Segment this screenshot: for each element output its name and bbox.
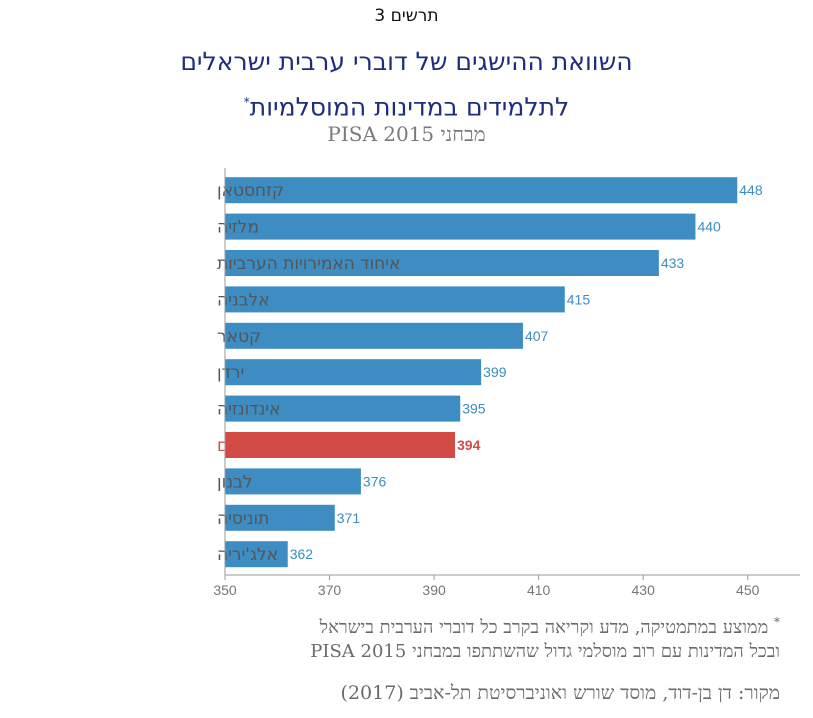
chart-title: השוואת ההישגים של דוברי ערבית ישראלים לת… — [0, 42, 813, 127]
category-label: דוברי ערבית ישראלים — [217, 436, 372, 456]
bar — [225, 213, 696, 240]
bar — [225, 322, 523, 349]
data-label: 448 — [739, 182, 763, 198]
category-label: אלג'יריה — [217, 545, 278, 565]
bar — [225, 504, 335, 531]
data-label: 362 — [290, 546, 314, 562]
bar — [225, 395, 461, 422]
footnote-line-1-text: ממוצע במתמטיקה, מדע וקריאה בקרב כל דוברי… — [319, 617, 769, 638]
data-label: 440 — [697, 219, 721, 235]
data-label: 415 — [567, 291, 591, 307]
bar — [225, 432, 455, 458]
bar-chart: 448 קזחסטאן 440 מלזיה 433 איחוד האמירויות הער… — [213, 168, 800, 595]
bar — [225, 541, 288, 568]
bar — [225, 359, 482, 386]
footnote-line-2: ובכל המדינות עם רוב מוסלמי גדול שהשתתפו … — [310, 641, 780, 662]
category-label: איחוד האמירויות הערביות — [217, 254, 400, 274]
bar — [225, 468, 361, 495]
data-label: 376 — [363, 473, 387, 489]
bar — [225, 177, 738, 204]
x-tick-label: 450 — [736, 582, 760, 595]
bar — [225, 286, 565, 313]
category-label: לבנון — [217, 472, 253, 492]
title-line-1: השוואת ההישגים של דוברי ערבית ישראלים — [180, 47, 633, 76]
data-label: 395 — [462, 401, 486, 417]
category-label: מלזיה — [217, 218, 259, 238]
category-label: קטאר — [217, 327, 261, 347]
source-note: מקור: דן בן-דוד, מוסד שורש ואוניברסיטת ת… — [340, 682, 780, 704]
title-footnote-mark: * — [243, 95, 250, 109]
x-tick-label: 430 — [632, 582, 656, 595]
data-label: 433 — [661, 255, 685, 271]
x-tick-label: 410 — [527, 582, 551, 595]
x-tick-label: 370 — [318, 582, 342, 595]
category-label: ירדן — [217, 363, 244, 383]
category-label: תוניסיה — [217, 509, 269, 529]
x-tick-label: 390 — [422, 582, 446, 595]
data-label: 394 — [457, 437, 481, 453]
title-line-2-text: לתלמידים במדינות המוסלמיות — [249, 92, 570, 122]
footnote-mark: * — [774, 615, 780, 629]
category-label: קזחסטאן — [217, 181, 284, 201]
data-label: 371 — [337, 510, 361, 526]
chart-subtitle: מבחני PISA 2015 — [327, 122, 486, 146]
x-tick-label: 350 — [213, 582, 237, 595]
category-label: אינדונזיה — [217, 400, 280, 420]
footnote-line-1: * ממוצע במתמטיקה, מדע וקריאה בקרב כל דוב… — [80, 610, 780, 640]
title-line-2: לתלמידים במדינות המוסלמיות* — [0, 82, 813, 127]
footnote: * ממוצע במתמטיקה, מדע וקריאה בקרב כל דוב… — [80, 610, 780, 664]
figure-label: תרשים 3 — [374, 6, 439, 26]
category-label: אלבניה — [217, 290, 270, 310]
bar — [225, 250, 659, 276]
data-label: 399 — [483, 364, 507, 380]
data-label: 407 — [525, 328, 549, 344]
